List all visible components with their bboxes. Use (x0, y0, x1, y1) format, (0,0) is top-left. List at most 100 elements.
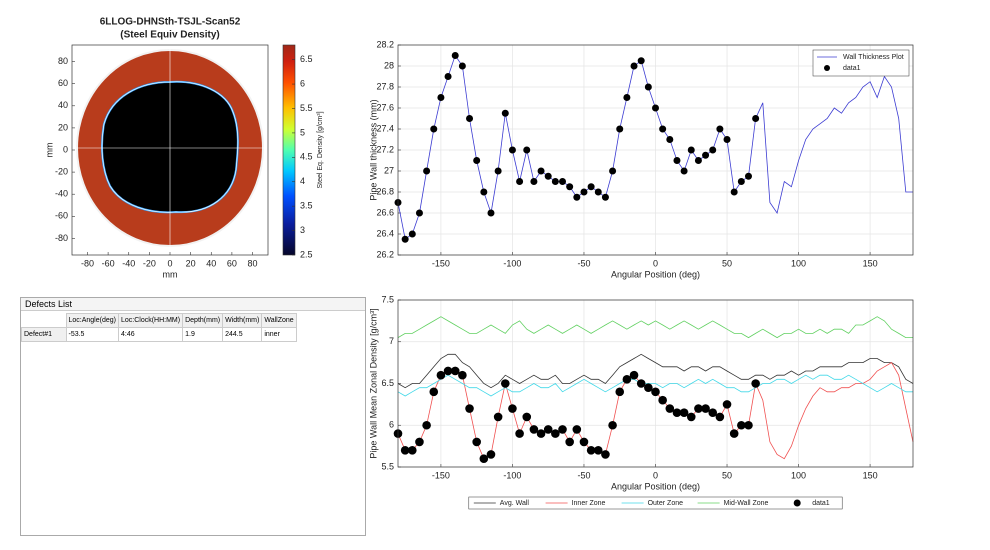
data-point (522, 412, 532, 422)
data-point (659, 125, 667, 133)
data-point (723, 136, 731, 143)
y-axis-label: Pipe Wall thickness (mm) (368, 99, 378, 200)
legend-box (468, 496, 843, 510)
data-point (622, 375, 632, 384)
legend-label: Outer Zone (648, 500, 684, 507)
data-point (672, 408, 682, 418)
data-point (629, 370, 639, 380)
data-point (415, 437, 424, 447)
data-point (429, 387, 439, 397)
defects-panel: Defects List Loc:Angle(deg) Loc:Clock(HH… (20, 297, 366, 536)
row-header: Defect#1 (21, 327, 67, 342)
panel-title: Defects List (21, 298, 365, 311)
axes-box (397, 299, 914, 468)
x-axis-label: Angular Position (deg) (611, 481, 700, 491)
x-tick-label: -50 (577, 470, 590, 480)
data-point (694, 404, 703, 413)
legend-label: data1 (812, 500, 830, 507)
data-point (544, 172, 552, 180)
data-point (730, 188, 738, 196)
data-point (451, 52, 459, 59)
y-tick-label: 6.5 (381, 378, 394, 388)
data-point (722, 400, 732, 409)
data-point (615, 387, 625, 397)
cell: -53.5 (65, 327, 119, 342)
legend-swatch (824, 65, 830, 71)
data-point (515, 429, 524, 438)
data-point (637, 57, 645, 65)
data-point (444, 73, 452, 80)
colorbar-tick-label: 6.5 (300, 54, 313, 64)
data-point (565, 437, 574, 447)
y-tick-label: 26.6 (376, 207, 394, 217)
x-tick-label: 60 (227, 258, 237, 268)
data-point (559, 178, 567, 185)
y-tick-label: 26.4 (376, 228, 394, 238)
data-point (500, 379, 510, 388)
data-point (752, 115, 760, 122)
y-tick-label: 7.5 (381, 294, 394, 304)
legend-label: Inner Zone (572, 500, 606, 507)
row[interactable]: Defect#1 -53.5 4:46 1.9 244.5 inner (21, 327, 297, 342)
x-tick-label: -20 (143, 258, 156, 268)
data-point (537, 167, 545, 175)
cell: 4:46 (117, 327, 184, 342)
data-point (480, 188, 488, 196)
bore-edge (101, 81, 239, 213)
data-point (580, 188, 588, 196)
header-cell: Width(mm) (222, 313, 263, 328)
x-axis-label: mm (163, 269, 178, 279)
y-tick-label: 27.6 (376, 102, 394, 112)
data-point (408, 446, 417, 455)
data-point (651, 387, 660, 397)
data-point (493, 412, 503, 422)
data-point (744, 172, 752, 180)
y-tick-label: 28 (384, 60, 394, 70)
data-point (494, 167, 502, 175)
data-point (443, 366, 453, 376)
data-point (536, 429, 546, 438)
y-tick-label: -20 (55, 166, 68, 176)
data-point (551, 178, 559, 185)
legend-box (812, 49, 910, 77)
x-tick-label: 80 (248, 258, 258, 268)
x-tick-label: -60 (102, 258, 115, 268)
header-cell: WallZone (261, 313, 297, 328)
data-point (601, 193, 609, 201)
x-tick-label: 150 (863, 258, 878, 268)
x-tick-label: -100 (503, 258, 521, 268)
data-point (623, 94, 631, 101)
corner-cell (21, 313, 66, 328)
y-tick-label: -80 (55, 233, 68, 243)
x-tick-label: 50 (722, 470, 732, 480)
data-point (702, 151, 710, 159)
data-point (679, 408, 689, 418)
header-cell: Depth(mm) (182, 313, 224, 328)
x-tick-label: 100 (791, 470, 806, 480)
cell: inner (261, 327, 297, 342)
data-point (687, 146, 695, 154)
x-tick-label: 100 (791, 258, 806, 268)
series-line (397, 353, 914, 389)
colorbar-tick-label: 4.5 (300, 152, 313, 162)
data-point (508, 404, 517, 413)
x-tick-label: 0 (167, 258, 172, 268)
defects-table: Loc:Angle(deg) Loc:Clock(HH:MM) Depth(mm… (21, 313, 297, 342)
data-point (636, 379, 646, 388)
y-tick-label: 0 (63, 144, 68, 154)
data-point (422, 420, 431, 430)
header-cell: Loc:Angle(deg) (65, 313, 119, 328)
x-tick-label: -150 (432, 258, 450, 268)
colorbar-tick-label: 5.5 (300, 103, 313, 113)
chart-subtitle: (Steel Equiv Density) (120, 30, 219, 41)
colorbar-tick-label: 3.5 (300, 201, 313, 211)
cell: 244.5 (222, 327, 263, 342)
data-point (415, 209, 423, 217)
data-point (437, 94, 445, 101)
y-tick-label: 20 (58, 122, 68, 132)
data-point (516, 178, 524, 185)
data-point (666, 136, 674, 143)
data-point (466, 115, 474, 122)
legend-label: Mid-Wall Zone (724, 500, 769, 507)
data-point (658, 395, 667, 405)
